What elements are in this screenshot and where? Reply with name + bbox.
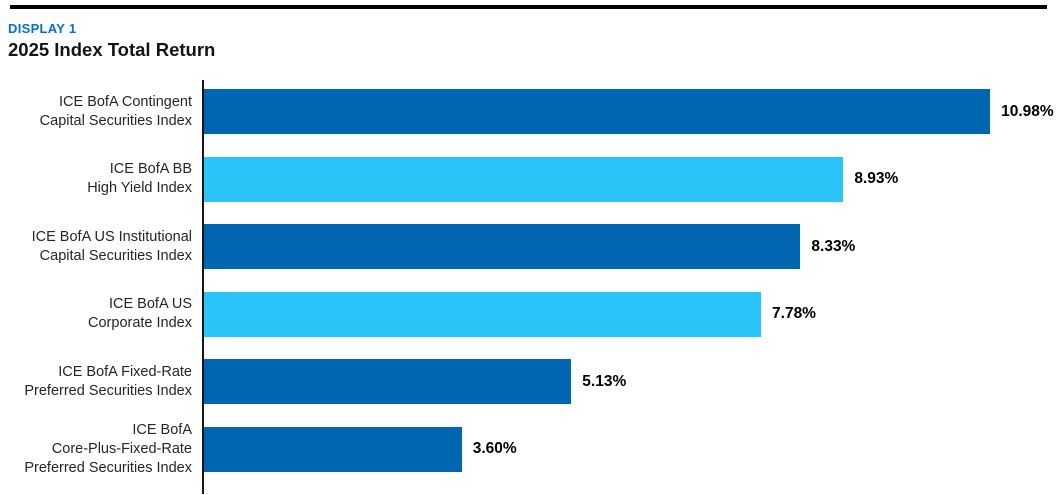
value-label: 8.33% — [811, 237, 856, 255]
display-label: DISPLAY 1 — [8, 21, 77, 36]
bar-area: 8.93% — [204, 156, 1056, 202]
bar-chart: ICE BofA Contingent Capital Securities I… — [0, 78, 1056, 495]
chart-row: ICE BofA Contingent Capital Securities I… — [0, 78, 1056, 146]
chart-row: ICE BofA BB High Yield Index 8.93% — [0, 146, 1056, 214]
value-label: 10.98% — [1001, 102, 1054, 120]
y-axis-line — [202, 80, 204, 494]
bar-area: 8.33% — [204, 224, 1056, 270]
bar-area: 5.13% — [204, 359, 1056, 405]
value-label: 3.60% — [472, 440, 517, 458]
category-label: ICE BofA US Institutional Capital Securi… — [31, 228, 192, 264]
chart-row: ICE BofA US Institutional Capital Securi… — [0, 213, 1056, 281]
bar — [204, 359, 572, 405]
bar — [204, 224, 801, 270]
top-rule — [10, 5, 1047, 9]
value-label: 5.13% — [582, 372, 627, 390]
value-label: 7.78% — [772, 305, 816, 323]
chart-row: ICE BofA Fixed-Rate Preferred Securities… — [0, 348, 1056, 416]
bar — [204, 156, 844, 202]
category-label: ICE BofA Contingent Capital Securities I… — [39, 93, 192, 129]
bar-area: 7.78% — [204, 291, 1056, 337]
bar — [204, 89, 991, 135]
value-label: 8.93% — [854, 170, 899, 188]
category-label: ICE BofA BB High Yield Index — [87, 161, 192, 197]
category-label: ICE BofA Fixed-Rate Preferred Securities… — [24, 363, 192, 399]
bar — [204, 426, 462, 472]
bar — [204, 291, 762, 337]
category-label: ICE BofA US Corporate Index — [88, 296, 192, 332]
chart-row: ICE BofA Core-Plus-Fixed-Rate Preferred … — [0, 416, 1056, 484]
chart-row: ICE BofA US Corporate Index 7.78% — [0, 281, 1056, 349]
page-title: 2025 Index Total Return — [8, 39, 216, 60]
chart-rows: ICE BofA Contingent Capital Securities I… — [0, 78, 1056, 495]
bar-area: 3.60% — [204, 426, 1056, 472]
bar-area: 10.98% — [204, 89, 1056, 135]
category-label: ICE BofA Core-Plus-Fixed-Rate Preferred … — [24, 421, 192, 476]
